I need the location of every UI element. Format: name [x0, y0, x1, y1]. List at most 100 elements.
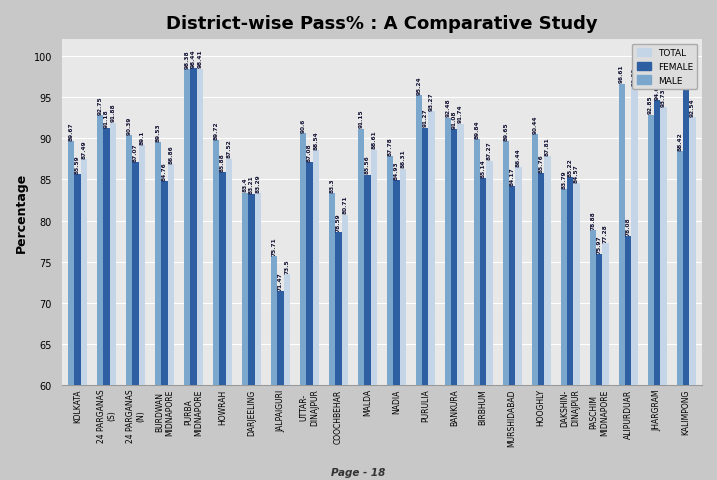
Bar: [248, 195, 255, 480]
Text: 78.59: 78.59: [336, 213, 341, 231]
Bar: [416, 96, 422, 480]
Bar: [103, 129, 110, 480]
Bar: [81, 159, 87, 480]
Text: Page - 18: Page - 18: [331, 467, 386, 477]
Text: 83.29: 83.29: [255, 174, 260, 193]
Text: 91.15: 91.15: [358, 109, 364, 128]
Bar: [399, 169, 406, 480]
Bar: [544, 157, 551, 480]
Text: 98.38: 98.38: [184, 50, 189, 69]
Bar: [631, 87, 637, 480]
Y-axis label: Percentage: Percentage: [15, 173, 28, 253]
Text: 90.6: 90.6: [300, 118, 305, 132]
Bar: [126, 135, 133, 480]
Bar: [190, 69, 196, 480]
Bar: [242, 193, 248, 480]
Text: 90.39: 90.39: [127, 116, 132, 134]
Text: 94.6: 94.6: [655, 85, 660, 100]
Bar: [184, 70, 190, 480]
Bar: [509, 187, 516, 480]
Text: 80.71: 80.71: [342, 195, 347, 214]
Text: 83.4: 83.4: [242, 177, 247, 192]
Text: 91.18: 91.18: [104, 109, 109, 128]
Text: 88.61: 88.61: [371, 130, 376, 149]
Bar: [503, 142, 509, 480]
Text: 84.17: 84.17: [510, 167, 515, 186]
Bar: [284, 275, 290, 480]
Text: 89.65: 89.65: [503, 122, 508, 141]
Text: 90.44: 90.44: [532, 116, 537, 134]
Bar: [155, 143, 161, 480]
Bar: [226, 159, 232, 480]
Bar: [371, 150, 377, 480]
Bar: [386, 157, 393, 480]
Bar: [306, 163, 313, 480]
Text: 89.67: 89.67: [69, 122, 74, 140]
Bar: [457, 124, 464, 480]
Text: 89.84: 89.84: [475, 120, 480, 139]
Text: 85.56: 85.56: [365, 156, 370, 174]
Text: 85.59: 85.59: [75, 155, 80, 174]
Text: 96.29: 96.29: [632, 67, 637, 86]
Bar: [97, 116, 103, 480]
Bar: [574, 183, 580, 480]
Bar: [277, 291, 284, 480]
Legend: TOTAL, FEMALE, MALE: TOTAL, FEMALE, MALE: [632, 45, 698, 90]
Bar: [480, 179, 486, 480]
Text: 83.3: 83.3: [330, 178, 335, 192]
Text: 75.71: 75.71: [272, 237, 277, 255]
Text: 87.81: 87.81: [545, 137, 550, 156]
Bar: [596, 254, 602, 480]
Text: 98.41: 98.41: [197, 50, 202, 68]
Bar: [602, 243, 609, 480]
Bar: [110, 123, 116, 480]
Text: 84.93: 84.93: [394, 161, 399, 179]
Title: District-wise Pass% : A Comparative Study: District-wise Pass% : A Comparative Stud…: [166, 15, 598, 33]
Bar: [313, 151, 319, 480]
Bar: [161, 182, 168, 480]
Text: 78.88: 78.88: [590, 210, 595, 229]
Text: 71.47: 71.47: [278, 271, 283, 290]
Text: 89.72: 89.72: [214, 121, 219, 140]
Bar: [364, 175, 371, 480]
Text: 92.54: 92.54: [690, 98, 695, 117]
Text: 78.08: 78.08: [626, 217, 631, 236]
Bar: [516, 168, 522, 480]
Bar: [567, 178, 574, 480]
Bar: [168, 165, 174, 480]
Bar: [75, 175, 81, 480]
Bar: [451, 130, 457, 480]
Bar: [619, 84, 625, 480]
Text: 93.73: 93.73: [661, 88, 666, 107]
Bar: [271, 256, 277, 480]
Bar: [255, 194, 261, 480]
Text: 84.57: 84.57: [574, 164, 579, 182]
Text: 87.07: 87.07: [133, 143, 138, 162]
Text: 87.27: 87.27: [487, 141, 492, 160]
Text: 95.24: 95.24: [417, 76, 422, 95]
Bar: [486, 161, 493, 480]
Bar: [335, 233, 341, 480]
Bar: [531, 135, 538, 480]
Bar: [660, 108, 667, 480]
Text: 85.76: 85.76: [538, 154, 543, 172]
Bar: [422, 128, 429, 480]
Text: 77.28: 77.28: [603, 224, 608, 242]
Text: 91.74: 91.74: [458, 105, 463, 123]
Text: 85.88: 85.88: [220, 153, 225, 171]
Text: 92.85: 92.85: [648, 96, 653, 114]
Text: 91.88: 91.88: [110, 104, 115, 122]
Bar: [538, 174, 544, 480]
Text: 89.1: 89.1: [139, 131, 144, 145]
Bar: [654, 101, 660, 480]
Text: 88.42: 88.42: [677, 132, 682, 151]
Bar: [213, 141, 219, 480]
Bar: [445, 119, 451, 480]
Bar: [625, 237, 631, 480]
Text: 73.5: 73.5: [284, 259, 289, 273]
Text: 93.27: 93.27: [429, 92, 435, 110]
Bar: [683, 86, 689, 480]
Text: 92.75: 92.75: [98, 96, 103, 115]
Text: 86.31: 86.31: [400, 149, 405, 168]
Text: 89.53: 89.53: [156, 123, 161, 142]
